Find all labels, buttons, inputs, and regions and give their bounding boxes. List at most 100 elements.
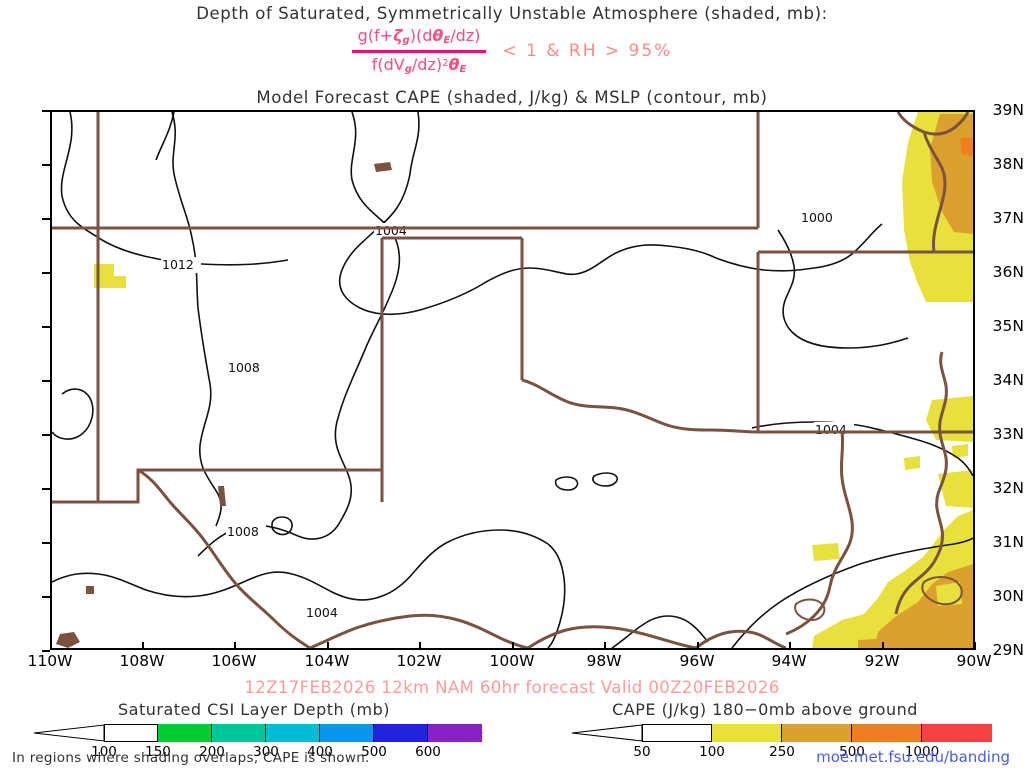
legend-cape: CAPE (J/kg) 180−0mb above ground 50 100 …	[520, 700, 1010, 760]
formula-fraction: g(f+ζg)(dθE/dz) f(dVg/dz)2θE	[351, 26, 487, 76]
ytick-37n: 37N	[992, 209, 1024, 227]
xtick-mark-108w	[142, 642, 144, 650]
legend-csi-colorbar[interactable]	[14, 723, 494, 743]
legend-csi-swatch-300	[320, 724, 374, 742]
ytick-mark-38n	[42, 164, 50, 166]
xtick-106w: 106W	[211, 652, 257, 670]
xtick-mark-92w	[882, 642, 884, 650]
contour-1004-ok2	[529, 244, 717, 276]
ytick-mark-34n	[42, 380, 50, 382]
legend-csi-swatch-500	[428, 724, 482, 742]
border-lake-3	[86, 586, 94, 594]
cape-patch-yellow-etexas	[812, 543, 840, 561]
legend-csi-tick-600: 600	[415, 744, 441, 760]
border-rio-grande	[137, 468, 311, 648]
subtitle-cape: Model Forecast CAPE (shaded, J/kg) & MSL…	[256, 88, 768, 107]
legend-cape-swatch-under	[642, 724, 712, 742]
legend-csi-tick-400: 400	[307, 744, 333, 760]
contour-closed-3	[592, 472, 619, 487]
formula-divider	[351, 49, 487, 53]
contour-label-1012: 1012	[162, 257, 194, 272]
formula-denominator: f(dVg/dz)2θE	[371, 54, 467, 75]
contour-closed-1	[271, 516, 293, 536]
xtick-90w: 90W	[956, 652, 992, 670]
overlap-note: In regions where shading overlaps, CAPE …	[12, 750, 370, 766]
xtick-96w: 96W	[679, 652, 715, 670]
border-rio-grande2	[309, 613, 529, 648]
border-lake-6	[921, 576, 963, 606]
xtick-94w: 94W	[771, 652, 807, 670]
legend-csi-swatch-under	[104, 724, 158, 742]
legend-csi-swatch-200	[266, 724, 320, 742]
cape-patch-yellow-ctexas	[952, 444, 968, 458]
xtick-110w: 110W	[27, 652, 73, 670]
xtick-mark-90w	[974, 642, 976, 650]
legend-csi-depth: Saturated CSI Layer Depth (mb) 100 150 2…	[14, 700, 494, 760]
xtick-100w: 100W	[489, 652, 535, 670]
cape-patch-orange-ne	[960, 138, 973, 156]
border-lake-1	[374, 162, 392, 172]
contour-se-louisiana	[731, 537, 973, 648]
xtick-mark-110w	[50, 642, 52, 650]
contour-1004-south	[52, 571, 293, 598]
contour-nm-upper	[155, 112, 175, 161]
xtick-104w: 104W	[304, 652, 350, 670]
contour-1008	[297, 112, 401, 540]
xtick-98w: 98W	[586, 652, 622, 670]
ytick-33n: 33N	[992, 425, 1024, 443]
legend-csi-swatch-150	[212, 724, 266, 742]
legend-cape-swatch-250	[852, 724, 922, 742]
contour-1004-ok	[338, 112, 531, 316]
ytick-mark-37n	[42, 218, 50, 220]
legend-cape-tick-1000: 1000	[904, 744, 940, 760]
legend-cape-swatch-100	[782, 724, 852, 742]
map-plot-area[interactable]: 1012 1008 1008 1004 1004 1004 1000	[50, 110, 975, 650]
xtick-mark-96w	[697, 642, 699, 650]
ytick-34n: 34N	[992, 371, 1024, 389]
legend-cape-tick-50: 50	[633, 744, 651, 760]
formula-numerator: g(f+ζg)(dθE/dz)	[357, 26, 481, 46]
legend-csi-ticks: 100 150 200 300 400 500 600	[14, 744, 494, 760]
coast-louisiana	[695, 629, 787, 648]
ytick-mark-32n	[42, 488, 50, 490]
ytick-mark-33n	[42, 434, 50, 436]
legend-csi-swatch-100	[158, 724, 212, 742]
contour-1004-south3	[547, 543, 566, 648]
site-url-link[interactable]: moe.met.fsu.edu/banding	[816, 748, 1010, 766]
legend-cape-swatch-50	[712, 724, 782, 742]
border-nm-south2	[98, 468, 382, 504]
xtick-mark-94w	[789, 642, 791, 650]
ytick-mark-31n	[42, 542, 50, 544]
ytick-mark-36n	[42, 272, 50, 274]
contour-nw-small	[52, 388, 94, 440]
ytick-29n: 29N	[992, 641, 1024, 659]
forecast-valid-line: 12Z17FEB2026 12km NAM 60hr forecast Vali…	[244, 678, 780, 697]
contour-1000-tail	[777, 229, 909, 349]
formula-condition: < 1 & RH > 95%	[502, 41, 673, 61]
xtick-mark-104w	[327, 642, 329, 650]
ytick-38n: 38N	[992, 155, 1024, 173]
border-lake-2	[218, 486, 226, 506]
ytick-31n: 31N	[992, 533, 1024, 551]
legend-csi-tick-150: 150	[145, 744, 171, 760]
cape-patch-yellow-newmexico	[94, 264, 126, 288]
legend-cape-title: CAPE (J/kg) 180−0mb above ground	[612, 700, 918, 719]
legend-csi-title: Saturated CSI Layer Depth (mb)	[118, 700, 390, 719]
xtick-mark-98w	[604, 642, 606, 650]
border-lake-5	[794, 598, 826, 622]
cape-patch-yellow-la-hole	[936, 582, 962, 606]
contour-1000b	[813, 223, 883, 269]
legend-csi-tick-200: 200	[199, 744, 225, 760]
border-mo-bootheel	[922, 131, 947, 253]
ytick-mark-39n	[42, 110, 50, 112]
contour-label-1004-ok: 1004	[375, 223, 407, 238]
border-sabine2	[785, 585, 832, 636]
ytick-32n: 32N	[992, 479, 1024, 497]
xtick-108w: 108W	[119, 652, 165, 670]
cape-shading-layer	[94, 112, 973, 648]
legend-cape-tick-250: 250	[769, 744, 795, 760]
xtick-mark-100w	[512, 642, 514, 650]
ytick-36n: 36N	[992, 263, 1024, 281]
legend-cape-colorbar[interactable]	[520, 723, 1010, 743]
contour-label-1004-s: 1004	[306, 605, 338, 620]
